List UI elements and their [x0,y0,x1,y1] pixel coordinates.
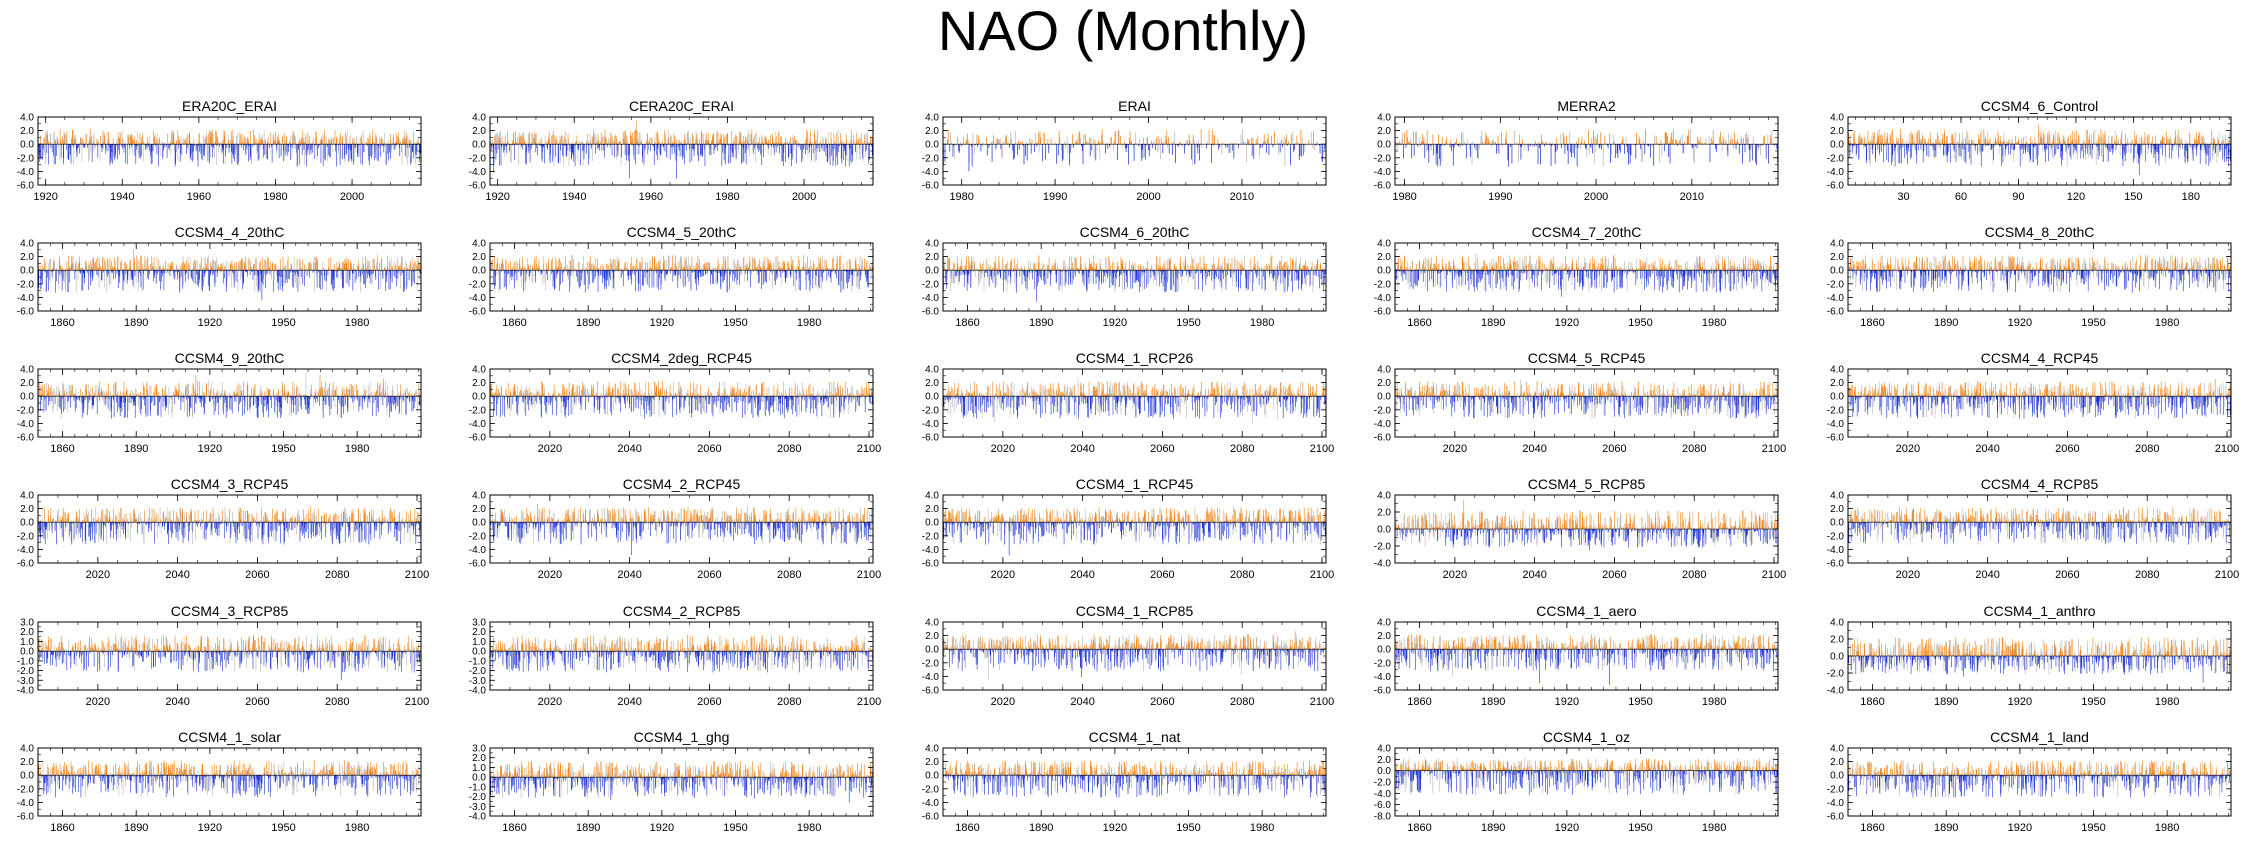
y-tick-label: -6.0 [1827,181,1845,192]
plot-frame [943,117,1326,185]
y-tick-label: -6.0 [922,181,940,192]
x-tick-label: 1980 [1392,191,1416,203]
bar-series [1395,129,1777,166]
panel-title: CCSM4_6_Control [1981,98,2099,114]
x-tick-label: 2010 [1230,191,1254,203]
x-tick-label: 2010 [1680,191,1704,203]
bar-series [38,129,421,166]
x-tick-label: 2000 [1136,191,1160,203]
y-tick-label: 4.0 [1830,113,1844,124]
y-tick-label: -4.0 [1827,167,1845,178]
y-tick-label: 0.0 [925,140,939,151]
y-tick-label: -2.0 [469,153,487,164]
y-tick-label: -2.0 [922,153,940,164]
x-tick-label: 2000 [1584,191,1608,203]
panel-title: CERA20C_ERAI [629,98,734,114]
x-tick-label: 1940 [110,191,134,203]
y-tick-label: 2.0 [472,126,486,137]
y-tick-label: 4.0 [472,113,486,124]
y-tick-label: 4.0 [20,113,34,124]
x-tick-label: 1920 [485,191,509,203]
x-tick-label: 1960 [187,191,211,203]
y-tick-label: 0.0 [1830,140,1844,151]
y-tick-label: 2.0 [1377,126,1391,137]
y-tick-label: 0.0 [1377,140,1391,151]
x-tick-label: 1980 [715,191,739,203]
x-tick-label: 1980 [949,191,973,203]
panel-title: MERRA2 [1557,98,1616,114]
y-tick-label: -4.0 [922,167,940,178]
x-tick-label: 2000 [340,191,364,203]
y-tick-label: 4.0 [1377,113,1391,124]
x-tick-label: 1980 [263,191,287,203]
y-tick-label: -4.0 [17,167,35,178]
bar-series [943,129,1325,171]
y-tick-label: -4.0 [1374,167,1392,178]
y-tick-label: 0.0 [472,140,486,151]
panel-title: ERA20C_ERAI [182,98,277,114]
y-tick-label: 2.0 [925,126,939,137]
y-tick-label: 4.0 [925,113,939,124]
plot-frame [1848,117,2231,185]
y-tick-label: 2.0 [20,126,34,137]
x-tick-label: 1990 [1043,191,1067,203]
y-tick-label: -4.0 [469,167,487,178]
x-tick-label: 2000 [792,191,816,203]
y-tick-label: -6.0 [469,181,487,192]
y-tick-label: -2.0 [17,153,35,164]
y-tick-label: -2.0 [1827,153,1845,164]
y-tick-label: 2.0 [1830,126,1844,137]
plot-frame [490,117,873,185]
x-tick-label: 1940 [562,191,586,203]
y-tick-label: -6.0 [17,181,35,192]
y-tick-label: -6.0 [1374,181,1392,192]
y-tick-label: -2.0 [1374,153,1392,164]
x-tick-label: 1990 [1488,191,1512,203]
bar-series [1848,124,2231,175]
y-tick-label: 0.0 [20,140,34,151]
x-tick-label: 1920 [33,191,57,203]
plot-frame [1395,117,1778,185]
x-tick-label: 1960 [639,191,663,203]
bar-series [490,121,873,179]
panel-title: ERAI [1118,98,1151,114]
nao-panel-erai: ERAI 4.0 2.0 0.0 -2.0 -4.0 -6.0 1980 1990 2000 201… [905,91,1355,219]
